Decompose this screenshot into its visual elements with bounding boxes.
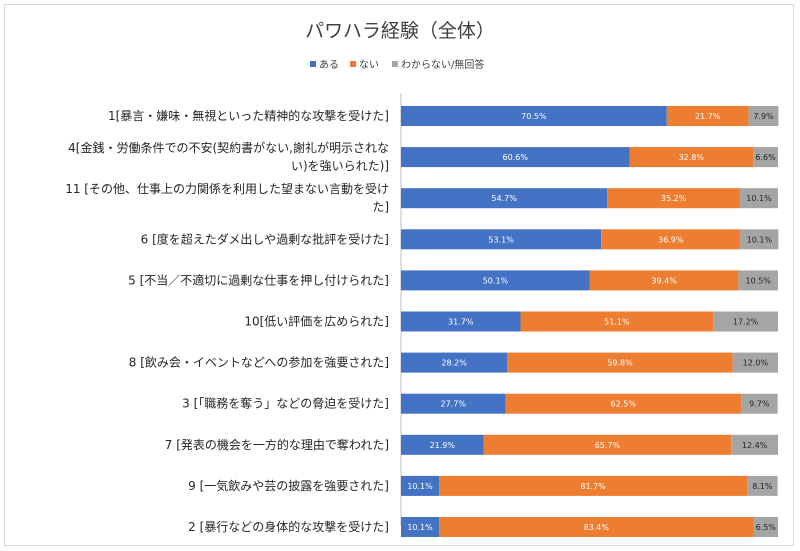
bar-5-series-0 [401, 311, 521, 332]
bar-5-series-1 [520, 311, 714, 332]
bar-9-series-2 [747, 475, 778, 496]
legend-swatch-2 [392, 61, 398, 67]
category-label-0: 1[暴言・嫌味・無視といった精神的な攻撃を受けた] [108, 108, 389, 123]
data-label-9-series-0: 10.1% [407, 482, 433, 491]
bar-0-series-0 [401, 106, 667, 126]
data-label-8-series-1: 65.7% [595, 441, 621, 450]
data-label-7-series-1: 62.5% [611, 400, 637, 409]
data-label-1-series-0: 60.6% [503, 153, 529, 162]
data-labels: 70.5% 21.7% 7.9% 60.6% 32.8% 6.6% 54.7% 35.2% 10… [407, 112, 776, 532]
data-label-10-series-0: 10.1% [407, 523, 433, 532]
data-label-0-series-0: 70.5% [521, 112, 547, 121]
data-label-4-series-2: 10.5% [745, 276, 771, 285]
bar-7-series-0 [401, 393, 506, 414]
category-label-4: 5 [不当／不適切に過剰な仕事を押し付けられた] [128, 272, 389, 287]
data-label-1-series-2: 6.6% [755, 153, 776, 162]
data-label-4-series-1: 39.4% [651, 276, 677, 285]
bar-1-series-2 [753, 147, 778, 168]
data-label-5-series-2: 17.2% [733, 318, 759, 327]
bar-8-series-0 [401, 434, 484, 455]
category-label-1-line-0: 4[金銭・労働条件での不安(契約書がない,謝礼が明示されな [68, 140, 389, 155]
legend-label-2: わからない/無回答 [401, 58, 484, 71]
category-labels: 1[暴言・嫌味・無視といった精神的な攻撃を受けた] 4[金銭・労働条件での不安(契… [65, 108, 389, 534]
legend-swatch-1 [350, 61, 356, 67]
data-label-3-series-2: 10.1% [747, 235, 773, 244]
legend: ある ない わからない/無回答 [310, 58, 484, 71]
data-label-6-series-0: 28.2% [441, 359, 467, 368]
data-label-10-series-1: 83.4% [584, 523, 610, 532]
legend-swatch-0 [310, 61, 316, 67]
data-label-5-series-1: 51.1% [604, 318, 630, 327]
bar-4-series-2 [738, 270, 778, 291]
bar-9-series-0 [401, 475, 440, 496]
bar-4-series-1 [589, 270, 739, 291]
category-label-9: 9 [一気飲みや芸の披露を強要された] [188, 478, 389, 493]
bar-2-series-2 [739, 188, 778, 209]
data-label-5-series-0: 31.7% [448, 318, 474, 327]
data-label-10-series-2: 6.5% [756, 523, 777, 532]
category-label-1-line-1: い)を強いられた)] [291, 159, 389, 173]
bar-2-series-1 [607, 188, 740, 209]
bar-1-series-0 [401, 147, 630, 168]
bar-3-series-2 [740, 229, 779, 250]
bar-7-series-1 [505, 393, 742, 414]
data-label-9-series-2: 8.1% [752, 482, 773, 491]
category-label-5: 10[低い評価を広められた] [244, 314, 389, 329]
bar-0-series-1 [666, 106, 749, 126]
bar-5-series-2 [713, 311, 778, 332]
bar-10-series-1 [439, 517, 754, 537]
data-label-9-series-1: 81.7% [580, 482, 606, 491]
bar-4-series-0 [401, 270, 590, 291]
bar-10-series-0 [401, 517, 440, 537]
category-label-7: 3 [「職務を奪う」などの脅迫を受けた] [182, 396, 389, 411]
data-label-8-series-2: 12.4% [742, 441, 768, 450]
category-label-8: 7 [発表の機会を一方的な理由で奪われた] [165, 437, 389, 452]
category-label-2-line-1: た] [372, 200, 389, 214]
data-label-7-series-0: 27.7% [441, 400, 467, 409]
category-label-2-line-0: 11 [その他、仕事上の力関係を利用した望まない言動を受け [65, 182, 389, 196]
data-label-3-series-1: 36.9% [658, 235, 684, 244]
bar-1-series-1 [629, 147, 754, 168]
data-label-6-series-1: 59.8% [607, 359, 633, 368]
data-label-2-series-1: 35.2% [661, 194, 687, 203]
bar-6-series-0 [401, 352, 508, 373]
category-label-10: 2 [暴行などの身体的な攻撃を受けた] [188, 519, 389, 534]
legend-label-0: ある [319, 59, 339, 71]
bar-3-series-0 [401, 229, 602, 250]
bar-9-series-1 [439, 475, 748, 496]
bar-2-series-0 [401, 188, 608, 209]
data-label-1-series-1: 32.8% [679, 153, 705, 162]
category-label-6: 8 [飲み会・イベントなどへの参加を強要された] [129, 355, 389, 370]
category-label-3: 6 [度を超えたダメ出しや過剰な批評を受けた] [141, 231, 389, 246]
bar-7-series-2 [741, 393, 778, 414]
data-label-3-series-0: 53.1% [488, 235, 514, 244]
data-label-2-series-2: 10.1% [746, 194, 772, 203]
bar-8-series-1 [483, 434, 732, 455]
bar-0-series-2 [748, 106, 779, 126]
chart-title: パワハラ経験（全体） [305, 20, 495, 42]
legend-label-1: ない [359, 59, 379, 71]
bar-8-series-2 [731, 434, 778, 455]
bar-3-series-1 [601, 229, 741, 250]
bar-6-series-2 [732, 352, 778, 373]
data-label-4-series-0: 50.1% [483, 276, 509, 285]
data-label-2-series-0: 54.7% [491, 194, 517, 203]
bar-6-series-1 [507, 352, 733, 373]
data-label-0-series-1: 21.7% [695, 112, 721, 121]
data-label-6-series-2: 12.0% [743, 359, 769, 368]
data-label-7-series-2: 9.7% [749, 400, 770, 409]
bar-10-series-2 [753, 517, 778, 537]
data-label-8-series-0: 21.9% [430, 441, 456, 450]
data-label-0-series-2: 7.9% [753, 112, 774, 121]
bars [401, 106, 779, 537]
